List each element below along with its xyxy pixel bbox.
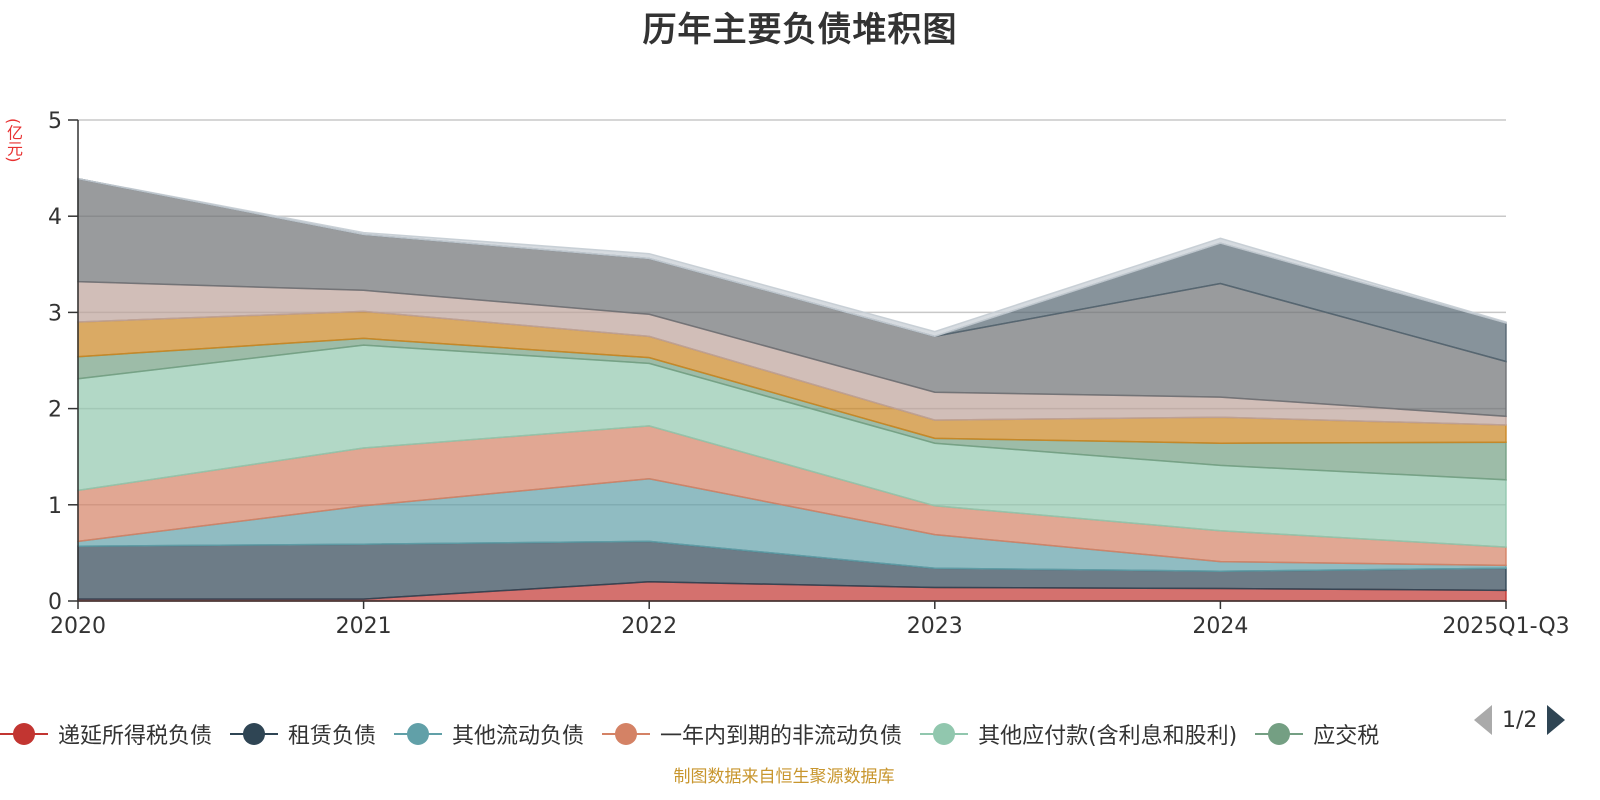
legend-marker-icon: [602, 721, 651, 747]
area-series: [77, 177, 1507, 602]
y-tick-label: 0: [48, 590, 62, 615]
stacked-area-chart: 0 1 2 3 4 5 2020 2021 2022 2023 2024 2025Q1-Q3: [48, 109, 1570, 639]
legend-item[interactable]: 租赁负债: [230, 718, 376, 750]
y-tick-label: 2: [48, 398, 62, 423]
x-tick-label: 2024: [1192, 614, 1248, 639]
x-tick-label: 2020: [50, 614, 106, 639]
legend-marker-icon: [394, 721, 443, 747]
legend-label: 其他应付款(含利息和股利): [978, 724, 1238, 749]
axes: 0 1 2 3 4 5 2020 2021 2022 2023 2024 2025Q1-Q3: [48, 109, 1570, 639]
legend-pager: 1/2: [1474, 705, 1566, 735]
legend-item[interactable]: 递延所得税负债: [0, 718, 212, 750]
legend-item[interactable]: 应交税: [1255, 718, 1379, 750]
legend: 递延所得税负债 租赁负债 其他流动负债 一年内到期的非流动负债 其他应付款(含利息和股利…: [0, 716, 1490, 752]
y-tick-label: 4: [48, 205, 62, 230]
x-tick-label: 2023: [907, 614, 963, 639]
legend-page-indicator: 1/2: [1502, 707, 1538, 733]
legend-marker-icon: [920, 721, 969, 747]
x-tick-label: 2021: [336, 614, 392, 639]
legend-label: 应交税: [1313, 724, 1380, 749]
y-axis-unit-label: (亿元): [4, 118, 23, 163]
legend-marker-icon: [1255, 721, 1304, 747]
data-source-note: 制图数据来自恒生聚源数据库: [673, 767, 895, 787]
legend-marker-icon: [230, 721, 279, 747]
legend-label: 递延所得税负债: [58, 724, 213, 749]
legend-next-page-button[interactable]: [1547, 705, 1566, 735]
legend-label: 其他流动负债: [452, 724, 585, 749]
chart-title: 历年主要负债堆积图: [642, 10, 958, 50]
legend-item[interactable]: 其他应付款(含利息和股利): [920, 718, 1237, 750]
legend-prev-page-button[interactable]: [1474, 705, 1492, 735]
legend-marker-icon: [0, 721, 48, 747]
y-tick-label: 1: [48, 494, 62, 519]
legend-item[interactable]: 其他流动负债: [394, 718, 584, 750]
x-tick-label: 2022: [621, 614, 677, 639]
y-tick-label: 5: [48, 109, 62, 134]
legend-label: 租赁负债: [288, 724, 377, 749]
legend-label: 一年内到期的非流动负债: [660, 724, 903, 749]
x-tick-label: 2025Q1-Q3: [1442, 614, 1569, 639]
y-tick-label: 3: [48, 301, 62, 326]
area-series-10[interactable]: [77, 177, 1507, 338]
legend-item[interactable]: 一年内到期的非流动负债: [602, 718, 902, 750]
